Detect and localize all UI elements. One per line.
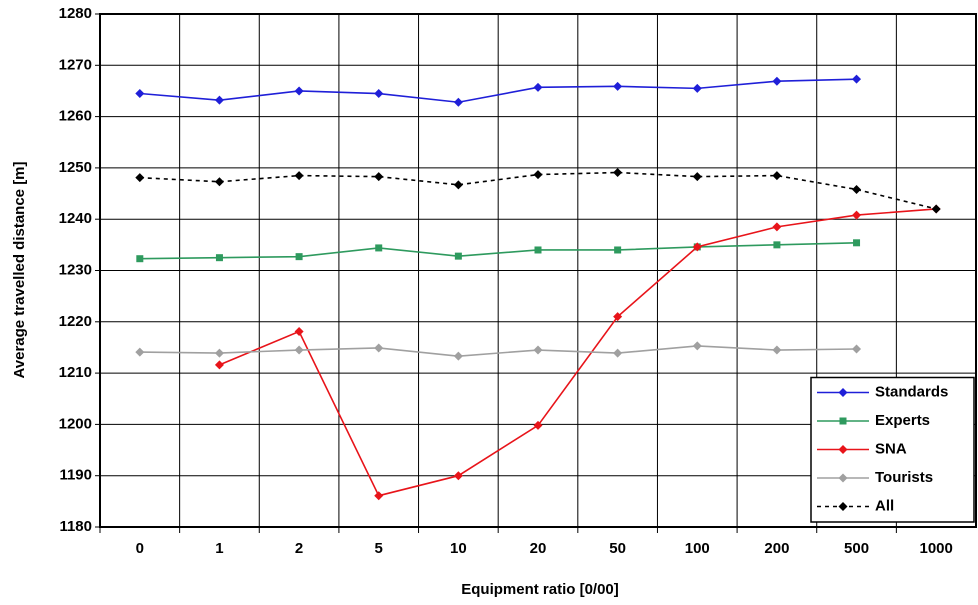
- y-tick-label: 1250: [59, 159, 92, 176]
- marker: [374, 89, 384, 99]
- series-line: [139, 241, 857, 260]
- marker: [838, 473, 848, 483]
- marker: [136, 255, 144, 263]
- marker: [533, 82, 543, 92]
- marker: [931, 204, 941, 214]
- marker: [295, 253, 303, 261]
- y-tick-label: 1180: [59, 518, 92, 535]
- marker: [294, 345, 304, 355]
- marker: [453, 351, 463, 361]
- marker: [374, 491, 384, 501]
- y-tick-label: 1190: [59, 467, 92, 484]
- marker: [692, 83, 702, 93]
- marker: [614, 246, 622, 254]
- marker: [613, 312, 623, 322]
- x-tick-label: 1000: [919, 540, 952, 557]
- legend-label: Tourists: [875, 469, 933, 486]
- marker: [374, 172, 384, 182]
- marker: [692, 341, 702, 351]
- marker: [454, 252, 462, 260]
- marker: [692, 242, 702, 252]
- marker: [453, 180, 463, 190]
- marker: [613, 81, 623, 91]
- x-tick-label: 2: [295, 540, 303, 557]
- marker: [533, 170, 543, 180]
- y-tick-label: 1240: [59, 210, 92, 227]
- marker: [534, 246, 542, 254]
- marker: [294, 86, 304, 96]
- series: [135, 341, 862, 361]
- series-line: [139, 78, 857, 104]
- marker: [135, 173, 145, 183]
- marker: [852, 344, 862, 354]
- x-tick-label: 50: [609, 540, 626, 557]
- series-line: [139, 171, 937, 210]
- marker: [772, 222, 782, 232]
- x-tick-label: 100: [685, 540, 710, 557]
- y-tick-label: 1210: [59, 364, 92, 381]
- series-line: [139, 345, 857, 357]
- marker: [852, 210, 862, 220]
- marker: [772, 171, 782, 181]
- legend-label: SNA: [875, 440, 907, 457]
- marker: [613, 168, 623, 178]
- marker: [838, 388, 848, 397]
- marker: [852, 74, 862, 84]
- series-line: [219, 208, 937, 497]
- marker: [214, 177, 224, 187]
- marker: [215, 254, 223, 262]
- marker: [214, 360, 224, 370]
- legend-label: All: [875, 497, 894, 514]
- marker: [773, 241, 781, 249]
- y-tick-label: 1220: [59, 313, 92, 330]
- y-tick-label: 1260: [59, 108, 92, 125]
- marker: [374, 343, 384, 353]
- x-tick-label: 500: [844, 540, 869, 557]
- marker: [294, 327, 304, 337]
- marker: [853, 239, 861, 247]
- x-tick-label: 1: [215, 540, 223, 557]
- x-tick-label: 10: [450, 540, 467, 557]
- legend-label: Standards: [875, 383, 948, 400]
- marker: [839, 417, 847, 425]
- x-tick-label: 200: [764, 540, 789, 557]
- x-tick-label: 20: [530, 540, 547, 557]
- marker: [294, 171, 304, 181]
- marker: [613, 348, 623, 358]
- y-axis-title: Average travelled distance [m]: [11, 161, 28, 378]
- marker: [375, 244, 383, 252]
- marker: [453, 471, 463, 481]
- legend-label: Experts: [875, 412, 930, 429]
- series: [135, 74, 862, 107]
- series: [135, 168, 941, 214]
- marker: [533, 345, 543, 355]
- y-tick-label: 1200: [59, 415, 92, 432]
- marker: [852, 184, 862, 194]
- marker: [135, 89, 145, 99]
- y-tick-label: 1270: [59, 56, 92, 73]
- marker: [772, 76, 782, 86]
- marker: [838, 445, 848, 454]
- marker: [453, 97, 463, 107]
- x-axis-title: Equipment ratio [0/00]: [461, 581, 619, 598]
- x-tick-label: 0: [136, 540, 144, 557]
- x-tick-label: 5: [375, 540, 383, 557]
- marker: [533, 420, 543, 430]
- marker: [214, 95, 224, 105]
- marker: [838, 502, 848, 511]
- y-tick-label: 1230: [59, 261, 92, 278]
- marker: [135, 347, 145, 357]
- plot-frame: [99, 13, 977, 528]
- marker: [692, 172, 702, 182]
- marker: [214, 348, 224, 358]
- marker: [772, 345, 782, 355]
- y-tick-label: 1280: [59, 5, 92, 22]
